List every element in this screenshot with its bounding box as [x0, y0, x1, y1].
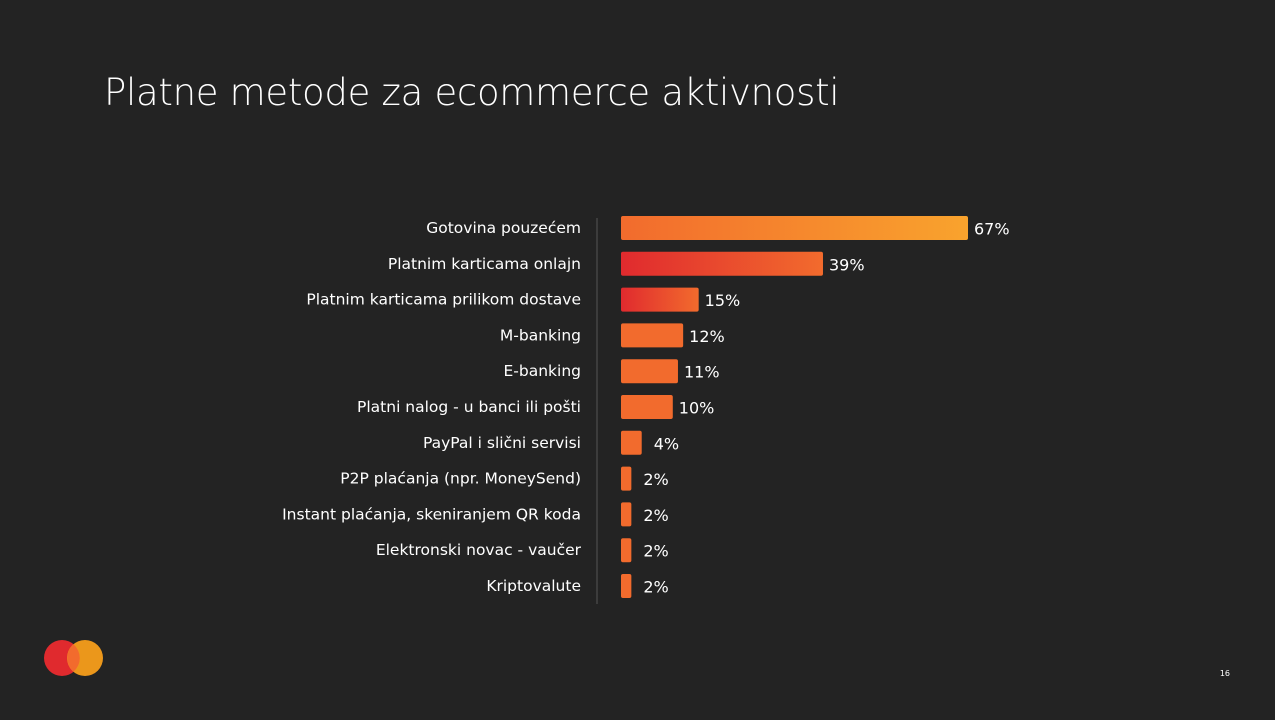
category-label: M-banking: [500, 326, 581, 344]
bar: [621, 287, 699, 312]
value-label: 12%: [689, 327, 725, 346]
page-number: 16: [1219, 669, 1230, 678]
chart-marks: Gotovina pouzećem 67% Platnim karticama on…: [282, 216, 1010, 598]
bar: [621, 359, 678, 384]
bar: [621, 466, 632, 491]
value-label: 2%: [643, 470, 668, 489]
bar: [621, 251, 823, 276]
bar: [621, 395, 673, 419]
bar: [621, 574, 632, 598]
category-label: Platnim karticama prilikom dostave: [306, 291, 581, 309]
bar: [621, 216, 968, 240]
mastercard-logo: [44, 640, 103, 676]
bar: [621, 538, 632, 563]
category-label: PayPal i slični servisi: [423, 434, 581, 452]
category-label: Instant plaćanja, skeniranjem QR koda: [282, 505, 581, 523]
value-label: 2%: [643, 506, 668, 525]
logo-overlap: [67, 644, 80, 672]
value-label: 2%: [643, 542, 668, 561]
value-label: 11%: [684, 363, 720, 382]
category-label: Platni nalog - u banci ili pošti: [357, 398, 581, 416]
bar: [621, 323, 684, 348]
slide-title: Platne metode za ecommerce aktivnosti: [104, 71, 840, 114]
category-label: Elektronski novac - vaučer: [376, 541, 582, 559]
category-label: P2P plaćanja (npr. MoneySend): [340, 470, 581, 488]
category-label: Kriptovalute: [486, 577, 581, 595]
value-label: 2%: [643, 578, 668, 597]
value-label: 67%: [974, 220, 1010, 239]
value-label: 39%: [829, 255, 865, 274]
category-label: E-banking: [504, 362, 582, 380]
category-label: Gotovina pouzećem: [426, 219, 581, 237]
bar: [621, 502, 632, 527]
value-label: 15%: [705, 291, 741, 310]
value-label: 10%: [679, 399, 715, 418]
category-label: Platnim karticama onlajn: [388, 255, 581, 273]
bar: [621, 430, 642, 455]
value-label: 4%: [654, 434, 679, 453]
